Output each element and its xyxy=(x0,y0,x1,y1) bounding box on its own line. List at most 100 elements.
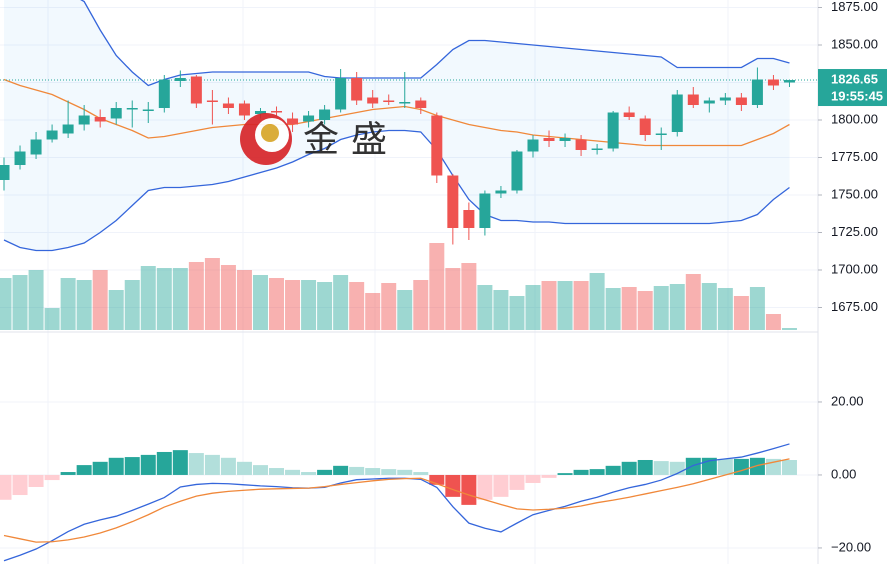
volume-bar xyxy=(76,280,92,330)
macd-histogram-bar xyxy=(461,474,477,505)
macd-pane xyxy=(0,443,797,562)
candle-body xyxy=(287,118,299,125)
macd-histogram-bar xyxy=(301,472,317,475)
volume-bar xyxy=(493,290,509,330)
macd-line xyxy=(3,443,790,562)
watermark-text: 金盛 xyxy=(303,119,399,160)
last-price-box xyxy=(818,69,887,107)
countdown-label: 19:55:45 xyxy=(831,88,883,103)
volume-bar xyxy=(333,275,349,330)
candle-body xyxy=(254,111,266,114)
volume-bar xyxy=(733,296,749,330)
candle-body xyxy=(78,115,90,125)
candle-body xyxy=(655,133,667,135)
candle-body xyxy=(46,130,58,140)
candle-body xyxy=(335,78,347,110)
candle-body xyxy=(543,138,555,141)
volume-bar xyxy=(92,270,108,330)
macd-histogram-bar xyxy=(749,457,765,475)
macd-histogram-bar xyxy=(269,468,285,475)
candle-body xyxy=(703,100,715,104)
candle-body xyxy=(559,138,571,141)
macd-histogram-bar xyxy=(525,474,541,483)
price-pane xyxy=(0,0,818,330)
volume-bar xyxy=(44,308,60,330)
volume-bar xyxy=(749,287,765,330)
volume-bar xyxy=(172,268,188,330)
macd-histogram-bar xyxy=(685,457,701,475)
candle-body xyxy=(511,151,523,191)
macd-histogram-bar xyxy=(108,457,124,475)
macd-histogram-bar xyxy=(317,469,333,475)
macd-histogram-bar xyxy=(0,474,12,500)
volume-bar xyxy=(701,283,717,330)
volume-bar xyxy=(637,291,653,330)
macd-histogram-bar xyxy=(220,457,236,475)
macd-histogram-bar xyxy=(365,468,381,475)
candle-body xyxy=(94,117,106,122)
candle-body xyxy=(687,94,699,105)
y-tick-label: 0.00 xyxy=(831,466,856,481)
candle-body xyxy=(238,103,250,116)
y-tick-label: −20.00 xyxy=(831,539,871,554)
volume-bar xyxy=(140,266,156,330)
volume-bar xyxy=(621,287,637,330)
macd-histogram-bar xyxy=(44,474,60,481)
candle-body xyxy=(0,165,10,180)
y-tick-label: 1750.00 xyxy=(831,186,878,201)
candle-body xyxy=(383,100,395,102)
macd-histogram-bar xyxy=(573,469,589,475)
candle-body xyxy=(110,108,122,119)
volume-bar xyxy=(765,314,781,330)
price-grid xyxy=(0,7,818,549)
macd-histogram-bar xyxy=(605,465,621,475)
macd-histogram-bar xyxy=(445,474,461,497)
candle-body xyxy=(351,78,363,101)
volume-bar xyxy=(28,270,44,330)
volume-bar xyxy=(653,286,669,330)
watermark: 金盛 xyxy=(240,113,399,165)
candle-body xyxy=(303,115,315,122)
macd-histogram-bar xyxy=(236,461,252,475)
macd-histogram-bar xyxy=(124,457,140,475)
candle-body xyxy=(719,97,731,101)
volume-bar xyxy=(669,284,685,330)
candle-body xyxy=(527,139,539,152)
macd-histogram-bar xyxy=(333,465,349,475)
volume-bar xyxy=(573,281,589,330)
macd-histogram-bar xyxy=(188,453,204,475)
y-tick-label: 1875.00 xyxy=(831,0,878,14)
volume-bar xyxy=(301,280,317,330)
candle-body xyxy=(751,79,763,105)
volume-bar xyxy=(413,280,429,330)
macd-histogram-bar xyxy=(557,473,573,475)
y-tick-label: 1775.00 xyxy=(831,149,878,164)
volume-bar xyxy=(509,296,525,330)
volume-bar xyxy=(317,282,333,330)
volume-bar xyxy=(445,268,461,330)
macd-histogram-bar xyxy=(493,474,509,497)
macd-histogram-bar xyxy=(28,474,44,487)
volume-bar xyxy=(461,263,477,330)
candle-body xyxy=(671,94,683,132)
candle-body xyxy=(623,112,635,117)
volume-bar xyxy=(349,282,365,330)
macd-histogram-bar xyxy=(781,459,797,475)
candle-body xyxy=(222,103,234,108)
volume-bar xyxy=(525,285,541,330)
macd-histogram-bar xyxy=(76,465,92,475)
candle-body xyxy=(174,78,186,81)
macd-histogram-bar xyxy=(397,469,413,475)
candle-body xyxy=(190,76,202,104)
volume-bar xyxy=(685,274,701,330)
volume-bar xyxy=(477,285,493,330)
candle-body xyxy=(783,80,795,83)
macd-histogram-bar xyxy=(140,454,156,475)
macd-histogram-bar xyxy=(429,474,445,485)
macd-histogram-bar xyxy=(92,461,108,475)
macd-histogram-bar xyxy=(637,459,653,475)
macd-histogram-bar xyxy=(156,451,172,475)
candle-body xyxy=(735,97,747,105)
volume-bar xyxy=(156,268,172,330)
